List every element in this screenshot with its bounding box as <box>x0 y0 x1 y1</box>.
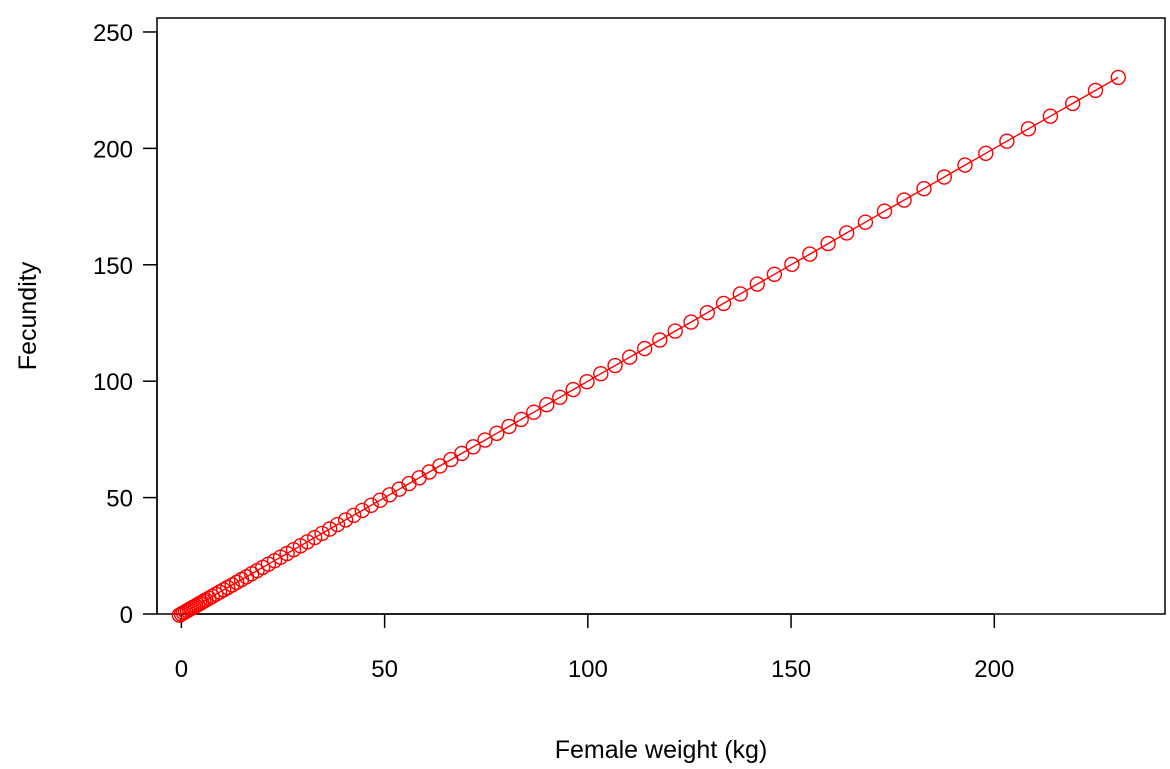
data-point <box>501 418 517 435</box>
y-tick-label: 50 <box>106 486 133 513</box>
y-tick-label: 100 <box>93 369 133 396</box>
data-point <box>749 276 765 292</box>
data-point <box>204 588 221 604</box>
data-point <box>322 521 338 537</box>
data-point <box>526 404 542 420</box>
data-point <box>715 295 732 312</box>
data-point <box>346 507 362 523</box>
data-point <box>329 516 346 533</box>
data-point <box>477 432 493 448</box>
data-point <box>896 192 912 208</box>
data-point <box>215 582 232 598</box>
data-point <box>354 502 370 519</box>
data-point <box>802 246 818 262</box>
data-point <box>622 349 638 365</box>
data-point <box>916 180 932 197</box>
data-point <box>999 133 1015 149</box>
data-point <box>391 481 407 497</box>
data-point <box>839 225 855 241</box>
data-point <box>1087 82 1104 99</box>
data-point <box>652 332 668 348</box>
data-point <box>1110 69 1127 86</box>
data-point <box>1020 121 1037 137</box>
y-tick-label: 150 <box>93 253 133 280</box>
data-point <box>552 389 568 405</box>
x-tick-label: 150 <box>771 656 811 683</box>
data-point <box>219 579 236 596</box>
x-tick-label: 50 <box>371 656 398 683</box>
x-tick-label: 0 <box>175 656 188 683</box>
series-points <box>171 69 1127 623</box>
data-point <box>299 534 316 550</box>
data-point <box>876 203 893 219</box>
data-point <box>1064 95 1081 112</box>
data-point <box>607 357 623 374</box>
x-tick-label: 200 <box>974 656 1014 683</box>
data-point <box>683 314 699 330</box>
data-point <box>565 381 581 398</box>
data-point <box>766 266 783 282</box>
data-point <box>337 512 354 528</box>
y-tick-label: 0 <box>120 602 133 629</box>
data-point <box>699 305 715 321</box>
data-point <box>1042 108 1059 124</box>
data-point <box>820 235 836 252</box>
data-point <box>732 286 748 302</box>
x-axis-title: Female weight (kg) <box>555 736 768 764</box>
data-point <box>579 374 595 390</box>
plot-box <box>156 17 1166 615</box>
data-point <box>489 425 505 441</box>
data-point <box>224 577 240 593</box>
y-axis-title: Fecundity <box>14 261 42 370</box>
x-tick-label: 100 <box>568 656 608 683</box>
data-point <box>857 214 874 230</box>
data-point <box>381 487 398 503</box>
data-point <box>513 411 529 428</box>
data-point <box>314 525 330 542</box>
y-tick-label: 250 <box>93 20 133 47</box>
data-point <box>454 445 470 462</box>
data-point <box>539 397 555 413</box>
data-point <box>208 586 224 602</box>
data-point <box>593 366 609 382</box>
data-point <box>957 157 973 173</box>
y-axis: 0 50 100 150 200 250 <box>93 20 158 629</box>
y-tick-label: 200 <box>93 136 133 163</box>
data-point <box>465 439 481 455</box>
data-point <box>363 497 379 513</box>
x-axis: 0 50 100 150 200 <box>175 613 1014 683</box>
data-point <box>667 323 683 339</box>
data-point <box>936 169 952 185</box>
data-point <box>978 145 994 162</box>
data-point <box>307 529 323 546</box>
data-point <box>211 584 228 600</box>
data-point <box>637 340 653 357</box>
data-point <box>784 256 800 272</box>
data-point <box>372 492 388 508</box>
